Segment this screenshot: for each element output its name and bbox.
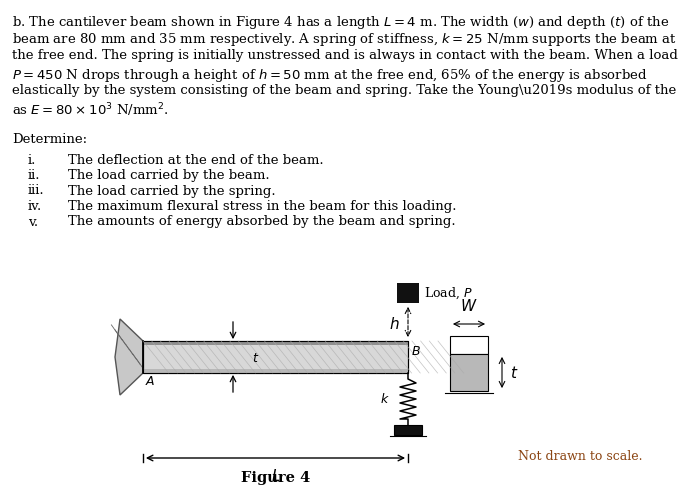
Text: Load, $P$: Load, $P$ xyxy=(424,285,473,301)
Text: Figure 4: Figure 4 xyxy=(241,471,310,485)
Text: $t$: $t$ xyxy=(510,365,518,380)
Text: b. The cantilever beam shown in Figure 4 has a length $L=4$ m. The width ($w$) a: b. The cantilever beam shown in Figure 4… xyxy=(12,14,669,31)
Bar xyxy=(450,336,488,354)
Bar xyxy=(450,354,488,391)
Text: v.: v. xyxy=(28,215,38,228)
Text: elastically by the system consisting of the beam and spring. Take the Young\u201: elastically by the system consisting of … xyxy=(12,84,680,97)
Text: ii.: ii. xyxy=(28,169,41,182)
Text: as $E=80\times10^3$ N/mm$^2$.: as $E=80\times10^3$ N/mm$^2$. xyxy=(12,101,169,119)
Text: $k$: $k$ xyxy=(380,392,390,406)
Text: beam are 80 mm and 35 mm respectively. A spring of stiffness, $k=25$ N/mm suppor: beam are 80 mm and 35 mm respectively. A… xyxy=(12,31,677,49)
Bar xyxy=(143,341,408,373)
Text: The maximum flexural stress in the beam for this loading.: The maximum flexural stress in the beam … xyxy=(68,200,456,213)
Text: Not drawn to scale.: Not drawn to scale. xyxy=(517,450,642,463)
Text: $B$: $B$ xyxy=(411,345,421,358)
Text: The deflection at the end of the beam.: The deflection at the end of the beam. xyxy=(68,154,324,166)
Text: i.: i. xyxy=(28,154,36,166)
Bar xyxy=(143,341,408,345)
Text: $W$: $W$ xyxy=(460,298,478,314)
Text: the free end. The spring is initially unstressed and is always in contact with t: the free end. The spring is initially un… xyxy=(12,49,680,62)
Text: $h$: $h$ xyxy=(389,316,399,332)
Bar xyxy=(397,283,419,303)
Text: The amounts of energy absorbed by the beam and spring.: The amounts of energy absorbed by the be… xyxy=(68,215,456,228)
Bar xyxy=(394,425,422,435)
Text: $L$: $L$ xyxy=(271,468,280,484)
Text: iv.: iv. xyxy=(28,200,42,213)
Text: The load carried by the beam.: The load carried by the beam. xyxy=(68,169,270,182)
Text: iii.: iii. xyxy=(28,184,45,197)
Text: $P=450$ N drops through a height of $h=50$ mm at the free end, 65% of the energy: $P=450$ N drops through a height of $h=5… xyxy=(12,66,647,84)
Text: $A$: $A$ xyxy=(145,375,155,388)
Text: Determine:: Determine: xyxy=(12,133,87,146)
Bar xyxy=(143,341,408,373)
Text: $t$: $t$ xyxy=(252,352,259,366)
Text: The load carried by the spring.: The load carried by the spring. xyxy=(68,184,275,197)
Bar xyxy=(143,369,408,373)
Polygon shape xyxy=(115,319,143,395)
